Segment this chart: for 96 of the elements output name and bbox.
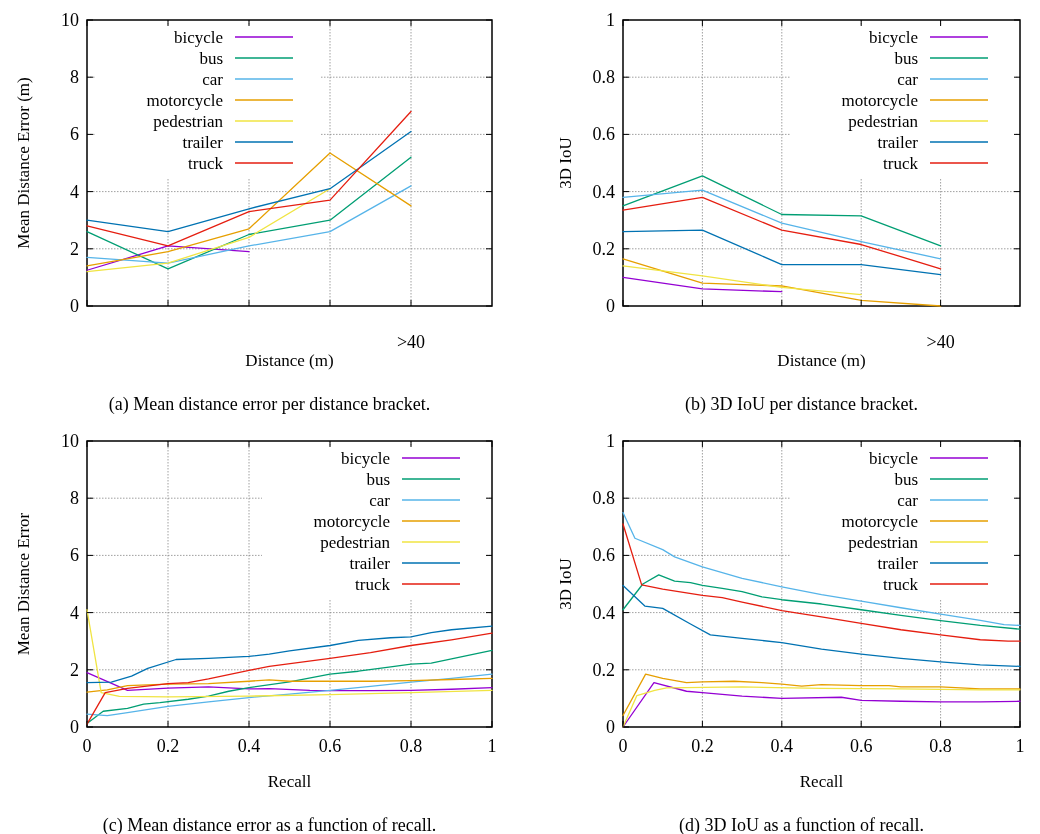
legend-label: truck <box>883 154 919 173</box>
legend-label: trailer <box>877 554 919 573</box>
line-series <box>86 609 493 698</box>
y-tick-label: 1 <box>606 431 615 451</box>
y-tick-label: 0.6 <box>592 124 615 145</box>
legend-label: pedestrian <box>320 533 391 552</box>
text: (b) 3D IoU per distance bracket. <box>685 394 918 415</box>
legend-label: motorcycle <box>841 91 918 110</box>
line-series <box>622 258 942 307</box>
y-tick-label: 4 <box>70 181 79 202</box>
x-tick-label: 0.8 <box>399 736 423 756</box>
x-axis-title: Recall <box>267 772 312 791</box>
line-series <box>86 649 493 725</box>
y-tick-label: 0 <box>70 296 79 316</box>
legend-label: truck <box>883 575 919 594</box>
y-tick-label: 2 <box>70 659 79 680</box>
x-tick-label: 0.6 <box>849 736 873 756</box>
y-tick-label: 0.4 <box>592 181 615 202</box>
legend-label: motorcycle <box>313 512 390 531</box>
line-series <box>622 673 1021 717</box>
x-axis-title: Distance (m) <box>777 351 866 370</box>
x-tick-label: 0.2 <box>156 736 180 756</box>
legend-label: truck <box>188 154 224 173</box>
x-axis-title: Distance (m) <box>245 351 334 370</box>
y-tick-label: 0.8 <box>592 488 615 509</box>
y-tick-label: 0.8 <box>592 67 615 88</box>
x-tick-label: 1 <box>1015 736 1025 756</box>
y-tick-label: 0 <box>606 717 615 737</box>
y-tick-label: 0.4 <box>592 602 615 623</box>
y-axis-title: 3D IoU <box>556 558 575 610</box>
legend-label: car <box>897 491 919 510</box>
line-series <box>86 632 493 725</box>
x-tick-label: 0.8 <box>929 736 952 756</box>
y-tick-label: 1 <box>606 10 615 30</box>
line-series <box>86 672 493 692</box>
line-series <box>622 196 942 270</box>
legend-label: bicycle <box>173 28 223 47</box>
line-series <box>622 574 1021 630</box>
y-axis-title: Mean Distance Error (m) <box>14 77 33 249</box>
line-series <box>622 511 1021 627</box>
y-tick-label: 10 <box>61 10 79 30</box>
y-tick-label: 4 <box>70 602 79 623</box>
legend-label: trailer <box>877 133 919 152</box>
legend-label: bicycle <box>868 28 918 47</box>
x-tick-label: 0.4 <box>237 736 261 756</box>
x-axis-title: Recall <box>799 772 844 791</box>
line-series <box>86 130 412 233</box>
y-tick-label: 6 <box>70 545 79 566</box>
legend-label: pedestrian <box>848 533 919 552</box>
legend-label: bicycle <box>340 449 390 468</box>
text: (d) 3D IoU as a function of recall. <box>679 815 924 834</box>
y-tick-label: 2 <box>70 238 79 259</box>
legend-label: bicycle <box>868 449 918 468</box>
y-tick-label: 6 <box>70 124 79 145</box>
legend-label: bus <box>199 49 223 68</box>
legend-label: trailer <box>349 554 391 573</box>
legend-label: car <box>897 70 919 89</box>
line-series <box>86 185 412 264</box>
line-series <box>622 189 942 260</box>
legend-label: bus <box>894 470 918 489</box>
text: (a) Mean distance error per distance bracket. <box>108 394 431 415</box>
legend-label: bus <box>894 49 918 68</box>
y-tick-label: 0.2 <box>592 659 615 680</box>
legend-label: car <box>202 70 224 89</box>
y-tick-label: 0 <box>606 296 615 316</box>
legend-label: car <box>369 491 391 510</box>
y-tick-label: 10 <box>61 431 79 451</box>
legend-label: pedestrian <box>848 112 919 131</box>
y-tick-label: 0.6 <box>592 545 615 566</box>
line-series <box>86 673 493 717</box>
x-tick-label: 1 <box>487 736 497 756</box>
line-series <box>86 625 493 684</box>
x-tick-label: >40 <box>926 332 955 352</box>
legend-label: motorcycle <box>146 91 223 110</box>
y-axis-title: Mean Distance Error <box>14 512 33 656</box>
y-axis-title: 3D IoU <box>556 137 575 189</box>
line-series <box>86 110 412 247</box>
legend-label: motorcycle <box>841 512 918 531</box>
legend-label: trailer <box>182 133 224 152</box>
line-series <box>622 175 942 247</box>
y-tick-label: 8 <box>70 488 79 509</box>
y-tick-label: 0 <box>70 717 79 737</box>
legend-label: pedestrian <box>153 112 224 131</box>
line-series <box>86 188 331 273</box>
x-tick-label: 0.6 <box>318 736 342 756</box>
y-tick-label: 0.2 <box>592 238 615 259</box>
line-series <box>622 229 942 276</box>
y-tick-label: 8 <box>70 67 79 88</box>
text: (c) Mean distance error as a function of recall. <box>102 815 437 834</box>
legend-label: truck <box>355 575 391 594</box>
line-series <box>622 265 862 296</box>
x-tick-label: 0.2 <box>691 736 714 756</box>
line-series <box>86 677 493 693</box>
x-tick-label: >40 <box>396 332 426 352</box>
legend-label: bus <box>366 470 390 489</box>
x-tick-label: 0.4 <box>770 736 794 756</box>
